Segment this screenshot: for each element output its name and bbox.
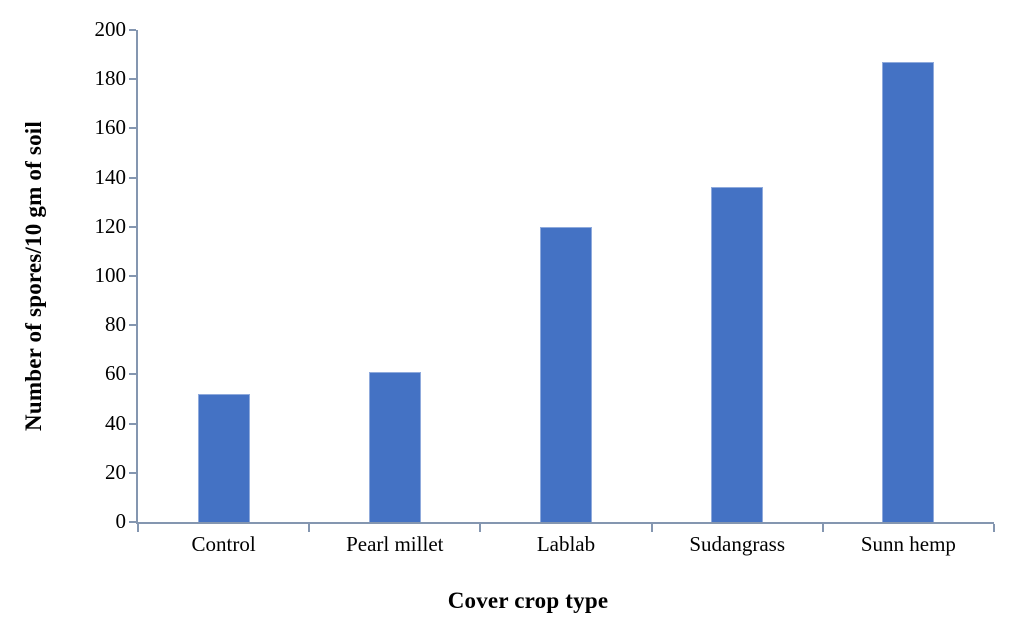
y-axis-tick: [129, 78, 136, 81]
y-axis-tick-label: 80: [105, 312, 126, 337]
x-axis-tick: [821, 524, 824, 532]
x-axis-tick: [308, 524, 311, 532]
x-axis-tick: [650, 524, 653, 532]
y-axis-tick-label: 60: [105, 361, 126, 386]
y-axis-tick-label: 100: [94, 263, 127, 288]
x-axis-title: Cover crop type: [447, 588, 609, 613]
x-axis-category-label: Sunn hemp: [860, 532, 956, 556]
x-axis-category-labels: Control Pearl millet Lablab Sudangrass Sunn …: [138, 532, 994, 559]
bar-control: [197, 394, 250, 522]
y-axis-tick: [129, 324, 136, 327]
y-axis-tick: [129, 422, 136, 425]
y-axis-tick-label: 180: [94, 66, 127, 91]
x-axis-tick: [479, 524, 482, 532]
y-axis-tick: [129, 471, 136, 474]
x-axis-tick: [137, 524, 139, 532]
x-axis-tick: [993, 524, 995, 532]
y-axis-tick: [129, 127, 136, 130]
y-axis-tick-label: 0: [115, 509, 127, 534]
y-axis-tick-label: 200: [94, 17, 127, 42]
plot-area: [129, 29, 995, 532]
bar-sunn-hemp: [882, 61, 935, 522]
y-axis-tick-label: 120: [94, 213, 127, 238]
y-axis-tick-label: 160: [94, 115, 127, 140]
bar-sudangrass: [711, 187, 764, 522]
x-axis-category-label: Lablab: [536, 532, 596, 556]
y-axis-tick-label: 40: [105, 410, 126, 435]
y-axis-tick-labels: 0 20 40 60 80 100 120 140 160 180 200: [0, 19, 127, 532]
bar-pearl-millet: [368, 371, 421, 522]
y-axis-tick: [129, 225, 136, 228]
x-axis-category-label: Pearl millet: [346, 532, 444, 556]
y-axis-tick-label: 140: [94, 164, 127, 189]
y-axis-tick: [129, 29, 136, 31]
y-axis-tick-label: 20: [105, 459, 126, 484]
y-axis-tick: [129, 275, 136, 277]
y-axis-line: [136, 30, 138, 524]
y-axis-tick: [129, 373, 136, 376]
x-axis-category-label: Sudangrass: [689, 532, 786, 556]
y-axis-tick: [129, 176, 136, 179]
x-axis-category-label: Control: [191, 532, 256, 556]
bar-lablab: [540, 226, 592, 522]
y-axis-tick: [129, 521, 136, 523]
x-axis-line: [136, 522, 994, 524]
